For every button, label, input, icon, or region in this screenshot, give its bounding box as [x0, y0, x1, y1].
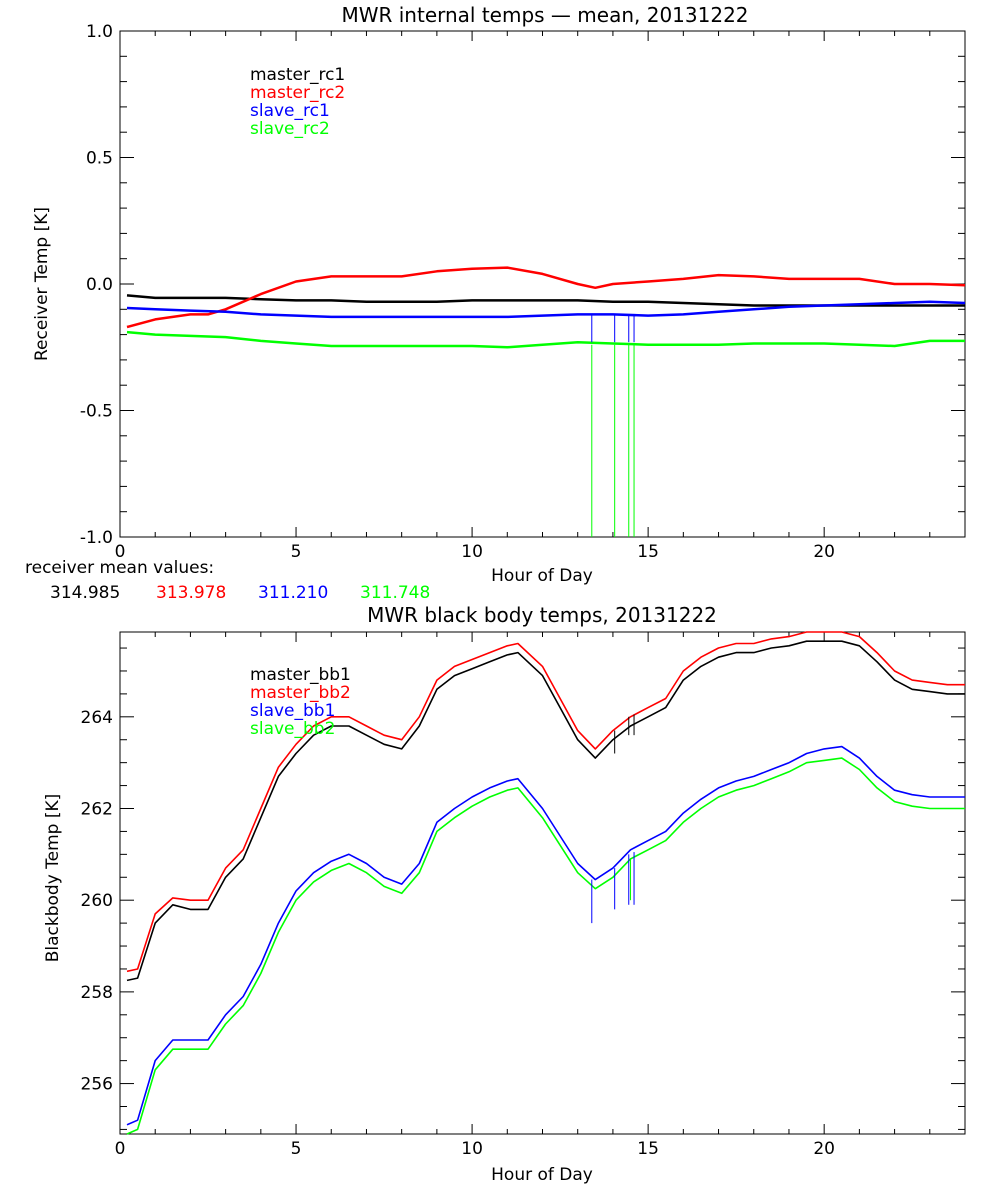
receiver-mean-values: receiver mean values: 314.985 313.978 31… [25, 558, 430, 603]
plot-frame [119, 30, 966, 538]
legend: master_rc1 master_rc2 slave_rc1 slave_rc… [250, 65, 345, 139]
receiver-mean-value: 314.985 [50, 583, 120, 603]
y-tick-label: 1.0 [86, 22, 113, 42]
x-tick-label: 0 [115, 1139, 126, 1159]
legend-entry: slave_bb2 [250, 719, 335, 739]
series-line-master_rc2 [126, 266, 966, 329]
y-tick-label: -0.5 [80, 402, 113, 422]
receiver-temp-chart: MWR internal temps — mean, 20131222 0 5 10… [32, 3, 966, 586]
x-tick-label: 5 [291, 542, 302, 562]
axis-tick-labels: 0 5 10 15 20 264 262 260 258 256 [81, 708, 835, 1159]
y-axis-label: Blackbody Temp [K] [43, 794, 63, 963]
receiver-mean-label: receiver mean values: [25, 558, 214, 578]
receiver-mean-value: 311.748 [360, 583, 430, 603]
axis-tick-labels: 0 5 10 15 20 1.0 0.5 0.0 -0.5 -1.0 [80, 22, 835, 562]
axis-ticks [119, 632, 966, 1134]
x-axis-label: Hour of Day [491, 1165, 593, 1185]
y-tick-label: 0.0 [86, 275, 113, 295]
legend-entry: master_bb1 [250, 665, 351, 685]
x-tick-label: 15 [637, 542, 659, 562]
series-line-slave_bb2 [126, 757, 965, 1135]
x-tick-label: 20 [813, 1139, 835, 1159]
receiver-mean-value: 311.210 [258, 583, 328, 603]
chart-title: MWR internal temps — mean, 20131222 [341, 3, 748, 27]
y-tick-label: 262 [81, 800, 113, 820]
series-layer [126, 631, 965, 1135]
y-axis-label: Receiver Temp [K] [32, 207, 52, 361]
y-tick-label: 260 [81, 891, 113, 911]
plot-frame [119, 631, 966, 1135]
legend-entry: master_bb2 [250, 683, 351, 703]
series-layer [126, 266, 966, 537]
chart-title: MWR black body temps, 20131222 [367, 603, 717, 627]
blackbody-temp-chart: MWR black body temps, 20131222 0 5 10 15 20 2… [43, 603, 966, 1185]
legend-entry: slave_bb1 [250, 701, 335, 721]
legend-entry: master_rc1 [250, 65, 345, 85]
legend-entry: master_rc2 [250, 83, 345, 103]
series-line-slave_rc2 [126, 330, 965, 349]
legend-entry: slave_rc1 [250, 101, 330, 121]
y-tick-label: 264 [81, 708, 113, 728]
legend-entry: slave_rc2 [250, 119, 330, 139]
series-line-slave_bb1 [126, 745, 965, 1126]
y-tick-label: 258 [81, 983, 113, 1003]
receiver-mean-value: 313.978 [156, 583, 226, 603]
legend: master_bb1 master_bb2 slave_bb1 slave_bb… [250, 665, 351, 739]
x-tick-label: 10 [461, 542, 483, 562]
axis-ticks [119, 30, 966, 538]
x-tick-label: 15 [637, 1139, 659, 1159]
series-line-master_bb2 [126, 631, 965, 973]
x-tick-label: 5 [291, 1139, 302, 1159]
x-tick-label: 20 [813, 542, 835, 562]
y-tick-label: 256 [81, 1075, 113, 1095]
x-tick-label: 10 [461, 1139, 483, 1159]
y-tick-label: 0.5 [86, 149, 113, 169]
x-tick-label: 0 [115, 542, 126, 562]
series-line-slave_rc1 [126, 300, 966, 319]
series-line-master_bb1 [126, 640, 965, 982]
y-tick-label: -1.0 [80, 528, 113, 548]
x-axis-label: Hour of Day [491, 566, 593, 586]
